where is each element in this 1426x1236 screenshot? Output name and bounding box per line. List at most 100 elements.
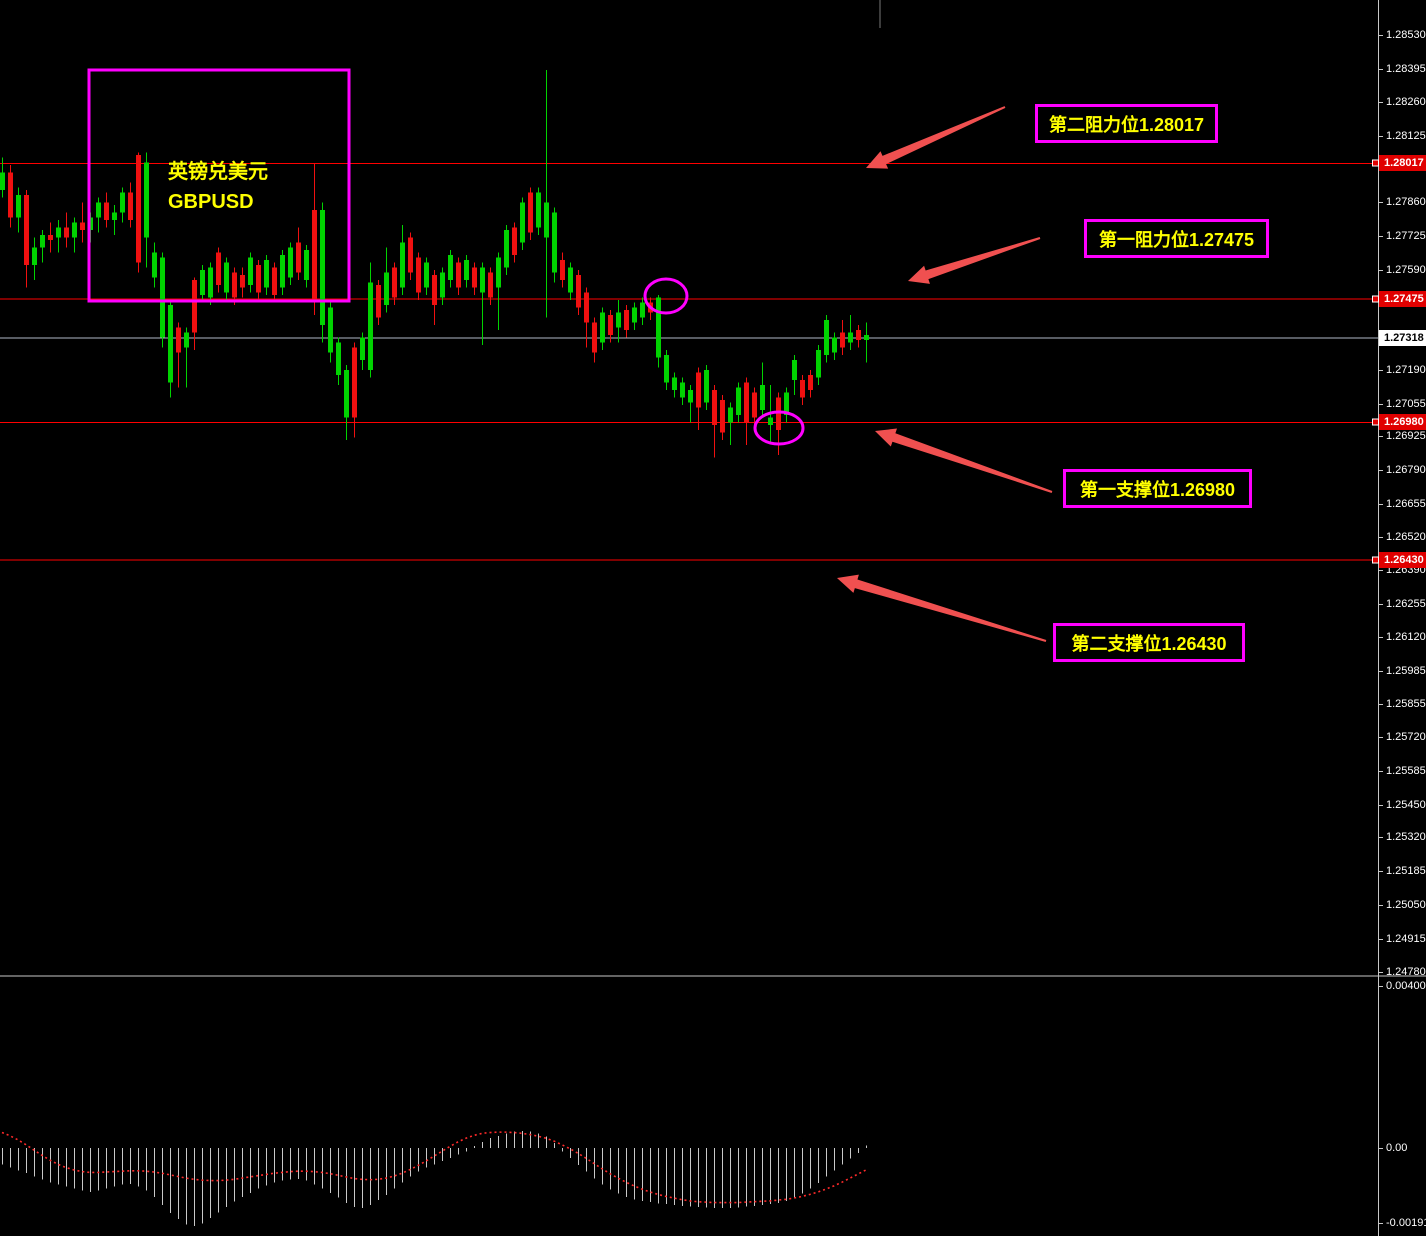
axis-tick-text: 0.004005 <box>1386 980 1426 992</box>
candle-body <box>784 392 789 415</box>
candle-body <box>480 267 485 293</box>
annotation-arrow-1 <box>866 106 1006 169</box>
axis-tick-text: 1.24915 <box>1386 933 1426 945</box>
candle-body <box>696 372 701 408</box>
candle-body <box>152 252 157 278</box>
axis-tick-text: 1.27725 <box>1386 230 1426 242</box>
candle-body <box>304 250 309 280</box>
price-badge-1.26430: 1.26430 <box>1372 552 1426 568</box>
axis-tick-text: 1.24780 <box>1386 966 1426 978</box>
candle-body <box>456 262 461 288</box>
annotation-arrow-2 <box>908 237 1041 284</box>
axis-tick-text: 1.25185 <box>1386 865 1426 877</box>
axis-tick-text: 1.26520 <box>1386 531 1426 543</box>
axis-tick-mark <box>1378 804 1383 806</box>
axis-tick-mark <box>1378 135 1383 137</box>
candle-body <box>8 172 13 218</box>
candle-body <box>32 247 37 265</box>
price-badge-1.27318: 1.27318 <box>1379 330 1426 346</box>
candle-body <box>576 275 581 308</box>
candle-body <box>200 270 205 295</box>
candle-body <box>464 260 469 280</box>
candle-body <box>176 327 181 353</box>
candle-body <box>280 255 285 288</box>
candle-body <box>64 227 69 238</box>
annotation-box-support-1: 第一支撑位1.26980 <box>1063 469 1252 508</box>
candle-body <box>632 307 637 323</box>
axis-tick-text: 1.26790 <box>1386 464 1426 476</box>
axis-tick-label: 1.25050 <box>1378 899 1426 911</box>
annotation-box-resistance-1: 第一阻力位1.27475 <box>1084 219 1269 258</box>
axis-tick-label: 1.25320 <box>1378 831 1426 843</box>
candle-body <box>352 347 357 418</box>
annotation-ellipse-2 <box>753 410 805 446</box>
candle-body <box>184 332 189 348</box>
axis-tick-text: 1.27190 <box>1386 364 1426 376</box>
axis-tick-label: 1.26655 <box>1378 498 1426 510</box>
axis-tick-mark <box>1378 201 1383 203</box>
axis-tick-label: 0.00 <box>1378 1142 1407 1154</box>
candle-body <box>616 312 621 328</box>
candle-body <box>848 332 853 343</box>
candle-body <box>336 342 341 375</box>
candle-body <box>264 260 269 288</box>
axis-tick-mark <box>1378 503 1383 505</box>
candle-body <box>816 350 821 378</box>
axis-tick-text: 1.25585 <box>1386 765 1426 777</box>
axis-tick-label: 1.24780 <box>1378 966 1426 978</box>
candle-body <box>856 330 861 340</box>
candle-body <box>504 230 509 268</box>
candle-body <box>144 162 149 238</box>
pair-label-en: GBPUSD <box>168 191 254 213</box>
axis-tick-text: 1.25985 <box>1386 665 1426 677</box>
candle-body <box>712 390 717 425</box>
axis-tick-text: 1.28260 <box>1386 96 1426 108</box>
candle-body <box>672 377 677 390</box>
candle-body <box>216 252 221 285</box>
price-axis[interactable]: 1.285301.283951.282601.281251.279951.278… <box>1372 0 1426 1236</box>
candle-body <box>168 305 173 383</box>
price-badge-1.26980: 1.26980 <box>1372 414 1426 430</box>
axis-tick-mark <box>1378 736 1383 738</box>
candle-body <box>384 272 389 305</box>
candle-body <box>328 307 333 353</box>
annotation-rectangle <box>87 68 351 303</box>
axis-tick-label: 1.27055 <box>1378 398 1426 410</box>
candle-body <box>248 257 253 285</box>
axis-tick-mark <box>1378 870 1383 872</box>
axis-tick-mark <box>1378 269 1383 271</box>
candle-body <box>824 320 829 355</box>
axis-tick-mark <box>1378 636 1383 638</box>
candle-body <box>792 360 797 380</box>
axis-tick-label: 1.25720 <box>1378 731 1426 743</box>
axis-tick-mark <box>1378 1222 1383 1224</box>
candle-body <box>728 407 733 423</box>
axis-tick-mark <box>1378 569 1383 571</box>
candle-body <box>536 192 541 228</box>
axis-tick-label: 1.26255 <box>1378 598 1426 610</box>
axis-tick-label: 1.28125 <box>1378 130 1426 142</box>
axis-tick-mark <box>1378 836 1383 838</box>
candle-body <box>664 355 669 383</box>
candle-body <box>224 262 229 293</box>
axis-tick-mark <box>1378 235 1383 237</box>
axis-tick-mark <box>1378 703 1383 705</box>
axis-tick-label: 1.28260 <box>1378 96 1426 108</box>
axis-tick-label: 0.004005 <box>1378 980 1426 992</box>
axis-tick-label: 1.24915 <box>1378 933 1426 945</box>
axis-tick-text: 1.25450 <box>1386 799 1426 811</box>
candle-body <box>624 310 629 330</box>
candle-body <box>192 280 197 333</box>
candle-body <box>256 265 261 293</box>
candle-body <box>568 267 573 293</box>
axis-tick-label: 1.25985 <box>1378 665 1426 677</box>
candle-body <box>512 227 517 255</box>
axis-tick-text: 0.00 <box>1386 1142 1408 1154</box>
axis-tick-text: 1.25720 <box>1386 731 1426 743</box>
axis-tick-label: 1.26520 <box>1378 531 1426 543</box>
candle-body <box>688 390 693 403</box>
candle-body <box>768 417 773 425</box>
price-badge-1.27475: 1.27475 <box>1372 291 1426 307</box>
level-marker-square <box>1372 418 1379 426</box>
